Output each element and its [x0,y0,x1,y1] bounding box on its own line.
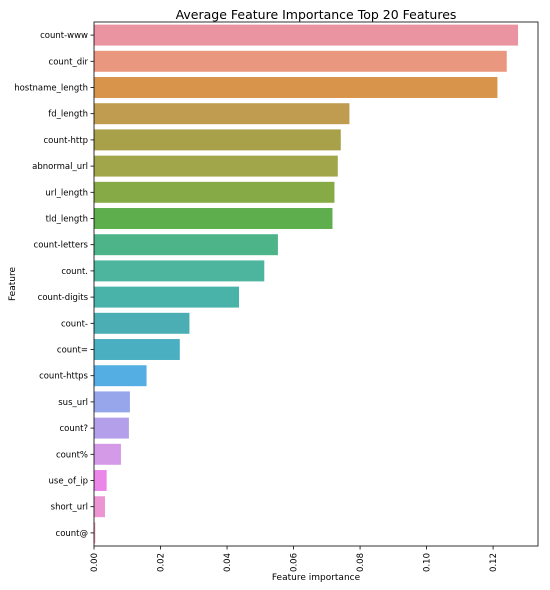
bar-13 [94,365,147,387]
y-axis-ticks: count-www count_dir hostname_length fd_leng… [14,31,94,539]
bar-4 [94,129,341,151]
x-tick-label: 0.08 [356,553,366,572]
x-tick-label: 0.02 [157,553,167,572]
y-tick-label: count-https [39,372,88,382]
y-tick-label: count-http [44,136,89,146]
bar-19 [94,522,96,544]
bar-2 [94,77,498,98]
bar-8 [94,234,278,256]
y-tick-label: count. [61,267,88,277]
bar-0 [94,24,519,46]
bar-16 [94,443,121,465]
x-axis-ticks: 0.00 0.02 0.04 0.06 0.08 0.10 0.12 [90,546,499,572]
y-axis-label: Feature [8,267,18,301]
bar-6 [94,181,335,203]
bar-3 [94,103,350,125]
y-tick-label: count? [60,424,89,434]
x-tick-label: 0.04 [223,553,233,572]
y-tick-label: hostname_length [14,84,88,94]
chart-title: Average Feature Importance Top 20 Featur… [176,7,457,22]
plot-frame [93,21,539,547]
x-tick-label: 0.06 [290,553,300,572]
bar-9 [94,260,265,282]
bar-1 [94,50,507,72]
y-tick-label: url_length [45,188,88,198]
y-tick-label: short_url [51,503,88,513]
bar-12 [94,339,180,360]
bar-15 [94,417,129,439]
y-tick-label: count@ [56,529,88,539]
y-tick-label: fd_length [48,110,88,120]
bars-layer [94,24,519,544]
y-tick-label: count- [61,319,88,329]
y-tick-label: sus_url [58,398,88,408]
y-tick-label: count% [56,450,88,460]
bar-17 [94,470,107,491]
bar-18 [94,496,105,518]
y-tick-label: tld_length [46,215,88,225]
y-tick-label: abnormal_url [32,162,88,172]
x-tick-label: 0.12 [489,553,499,572]
y-tick-label: count_dir [49,57,89,67]
y-tick-label: count-digits [38,293,89,303]
y-tick-label: use_of_ip [49,477,89,487]
bar-10 [94,286,240,308]
bar-5 [94,155,338,177]
x-tick-label: 0.00 [90,553,100,572]
x-tick-label: 0.10 [423,553,433,572]
y-tick-label: count= [57,346,88,356]
bar-11 [94,312,190,334]
y-tick-label: count-www [40,31,88,41]
y-tick-label: count-letters [34,241,89,251]
bar-7 [94,208,333,229]
bar-14 [94,391,130,413]
x-axis-label: Feature importance [272,573,361,583]
